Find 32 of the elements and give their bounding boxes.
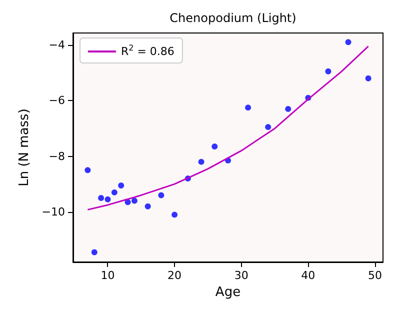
y-tick-label: −6 (48, 94, 65, 108)
point (172, 212, 178, 218)
x-tick-label: 20 (168, 269, 182, 282)
point (345, 39, 352, 46)
x-tick-label: 40 (301, 269, 316, 282)
point (118, 182, 124, 188)
point (124, 199, 131, 206)
point (84, 167, 91, 174)
point (111, 189, 118, 196)
point (158, 192, 164, 198)
point (131, 198, 138, 204)
x-tick-label: 50 (368, 269, 382, 282)
y-tick-label: −8 (48, 150, 65, 163)
x-tick-label: 30 (234, 269, 248, 282)
point (144, 203, 151, 210)
point (212, 144, 218, 150)
point (285, 106, 292, 112)
y-tick-label: −10 (42, 205, 65, 218)
point (245, 104, 252, 111)
point (325, 68, 332, 74)
x-tick-label: 10 (100, 269, 115, 282)
line-series (86, 46, 370, 210)
chart-title: Chenopodium (Light) (170, 11, 296, 25)
point (104, 196, 111, 202)
x-axis-title: Age (215, 285, 241, 300)
point (265, 124, 272, 130)
point (91, 249, 98, 256)
y-tick-label: −4 (48, 38, 65, 52)
point (198, 158, 204, 165)
y-axis-title: Ln (N mass) (16, 108, 32, 186)
point (98, 195, 104, 201)
point (365, 75, 372, 82)
